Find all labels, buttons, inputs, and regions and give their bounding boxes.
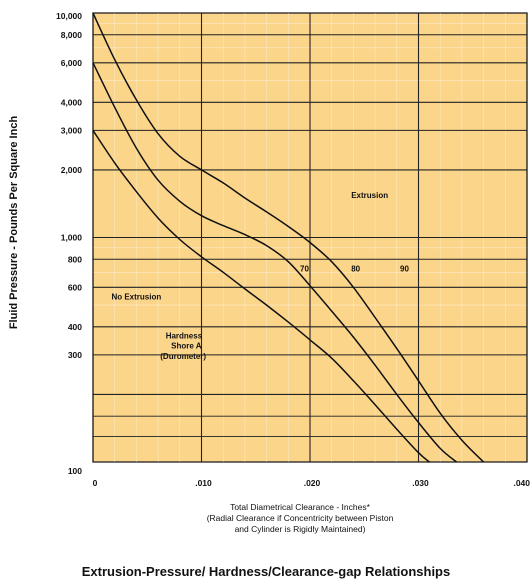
y-tick-label: 8,000 xyxy=(61,30,83,40)
y-tick-label: 800 xyxy=(68,254,82,264)
y-tick-label: 2,000 xyxy=(61,165,83,175)
annotation-label: Hardness xyxy=(166,331,203,340)
annotation-label: No Extrusion xyxy=(111,292,161,301)
x-axis-label: Total Diametrical Clearance - Inches* xyxy=(230,502,370,512)
x-tick-label: .010 xyxy=(195,478,212,488)
series-label-80: 80 xyxy=(351,264,360,273)
series-line-90 xyxy=(92,12,485,463)
y-tick-label: 10,000 xyxy=(56,11,82,21)
series-lines xyxy=(92,12,485,463)
series-label-70: 70 xyxy=(300,264,309,273)
x-tick-label: .030 xyxy=(412,478,429,488)
y-tick-labels: 100 300 400 600 800 1,000 2,000 3,000 4,000 6,000… xyxy=(56,11,82,476)
x-axis-label-block: Total Diametrical Clearance - Inches* (R… xyxy=(150,502,450,535)
series-labels: 70 80 90 xyxy=(300,264,410,273)
x-tick-label: 0 xyxy=(93,478,98,488)
annotation-label: (Durometer) xyxy=(160,352,206,361)
x-tick-label: .020 xyxy=(304,478,321,488)
series-line-80 xyxy=(92,62,457,463)
annotations: Extrusion No Extrusion Hardness Shore A(Dur… xyxy=(111,191,388,361)
annotation-label: Shore A xyxy=(171,342,202,351)
y-tick-label: 400 xyxy=(68,322,82,332)
y-tick-label: 100 xyxy=(68,466,82,476)
series-line-70 xyxy=(92,129,430,463)
chart-title: Extrusion-Pressure/ Hardness/Clearance-g… xyxy=(81,564,451,579)
series-label-90: 90 xyxy=(400,264,409,273)
grid xyxy=(92,13,528,462)
y-tick-label: 3,000 xyxy=(61,125,83,135)
y-tick-label: 6,000 xyxy=(61,58,83,68)
y-tick-label: 300 xyxy=(68,350,82,360)
x-tick-labels: 0 .010 .020 .030 .040 xyxy=(93,478,531,488)
y-tick-label: 600 xyxy=(68,282,82,292)
x-axis-note-line-2: and Cylinder is Rigidly Maintained) xyxy=(234,524,366,534)
y-axis-label: Fluid Pressure - Pounds Per Square Inch xyxy=(8,116,20,330)
y-tick-label: 1,000 xyxy=(61,233,83,243)
x-tick-label: .040 xyxy=(513,478,530,488)
annotation-label: Extrusion xyxy=(351,191,388,200)
y-tick-label: 4,000 xyxy=(61,97,83,107)
x-axis-note-line-1: (Radial Clearance if Concentricity betwe… xyxy=(206,513,394,523)
